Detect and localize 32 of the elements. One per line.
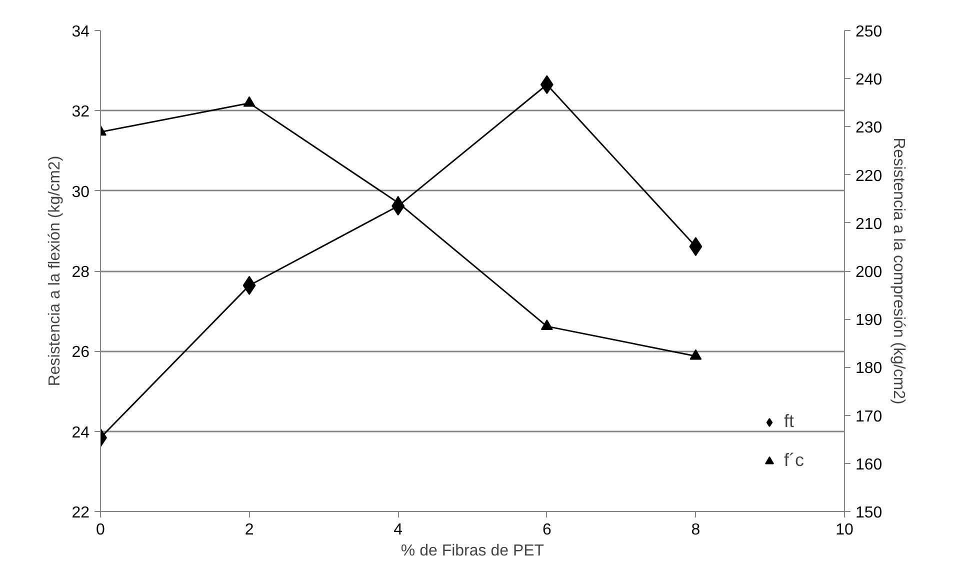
point bbox=[540, 319, 553, 330]
y2-tick-label: 150 bbox=[856, 504, 882, 522]
point bbox=[243, 96, 256, 107]
y2-tick-label: 170 bbox=[856, 408, 882, 426]
point bbox=[690, 349, 702, 360]
x-tick-label: 4 bbox=[394, 522, 403, 538]
y2-tick-label: 180 bbox=[856, 360, 882, 378]
y2-tick-label: 250 bbox=[856, 24, 882, 40]
y-tick-label: 34 bbox=[72, 24, 90, 40]
y2-tick-label: 220 bbox=[856, 168, 882, 185]
y2-tick-label: 190 bbox=[856, 312, 882, 330]
y-tick-label: 22 bbox=[72, 504, 90, 522]
y-tick-label: 30 bbox=[72, 184, 90, 201]
y-tick-label: 32 bbox=[72, 104, 90, 121]
y2-tick-label: 210 bbox=[856, 216, 882, 233]
legend-label: ft bbox=[784, 411, 796, 432]
y2-tick-label: 230 bbox=[856, 120, 882, 137]
x-axis-title: % de Fibras de PET bbox=[400, 542, 544, 560]
x-tick-label: 10 bbox=[836, 522, 854, 538]
x-tick-label: 6 bbox=[542, 522, 552, 538]
x-tick-label: 8 bbox=[691, 522, 700, 538]
y-tick-label: 28 bbox=[72, 264, 90, 281]
legend-label: f´c bbox=[784, 450, 804, 471]
y-tick-label: 24 bbox=[72, 424, 90, 442]
y2-tick-label: 240 bbox=[856, 72, 882, 89]
y-tick-label: 26 bbox=[72, 344, 90, 362]
y2-tick-label: 160 bbox=[856, 456, 882, 474]
x-tick-label: 0 bbox=[96, 522, 106, 538]
y-axis-title: Resistencia a la flexión (kg/cm2) bbox=[46, 156, 64, 386]
y2-tick-label: 200 bbox=[856, 264, 882, 281]
y2-axis-title: Resistencia a la compresión (kg/cm2) bbox=[890, 138, 908, 404]
x-tick-label: 2 bbox=[244, 522, 254, 538]
